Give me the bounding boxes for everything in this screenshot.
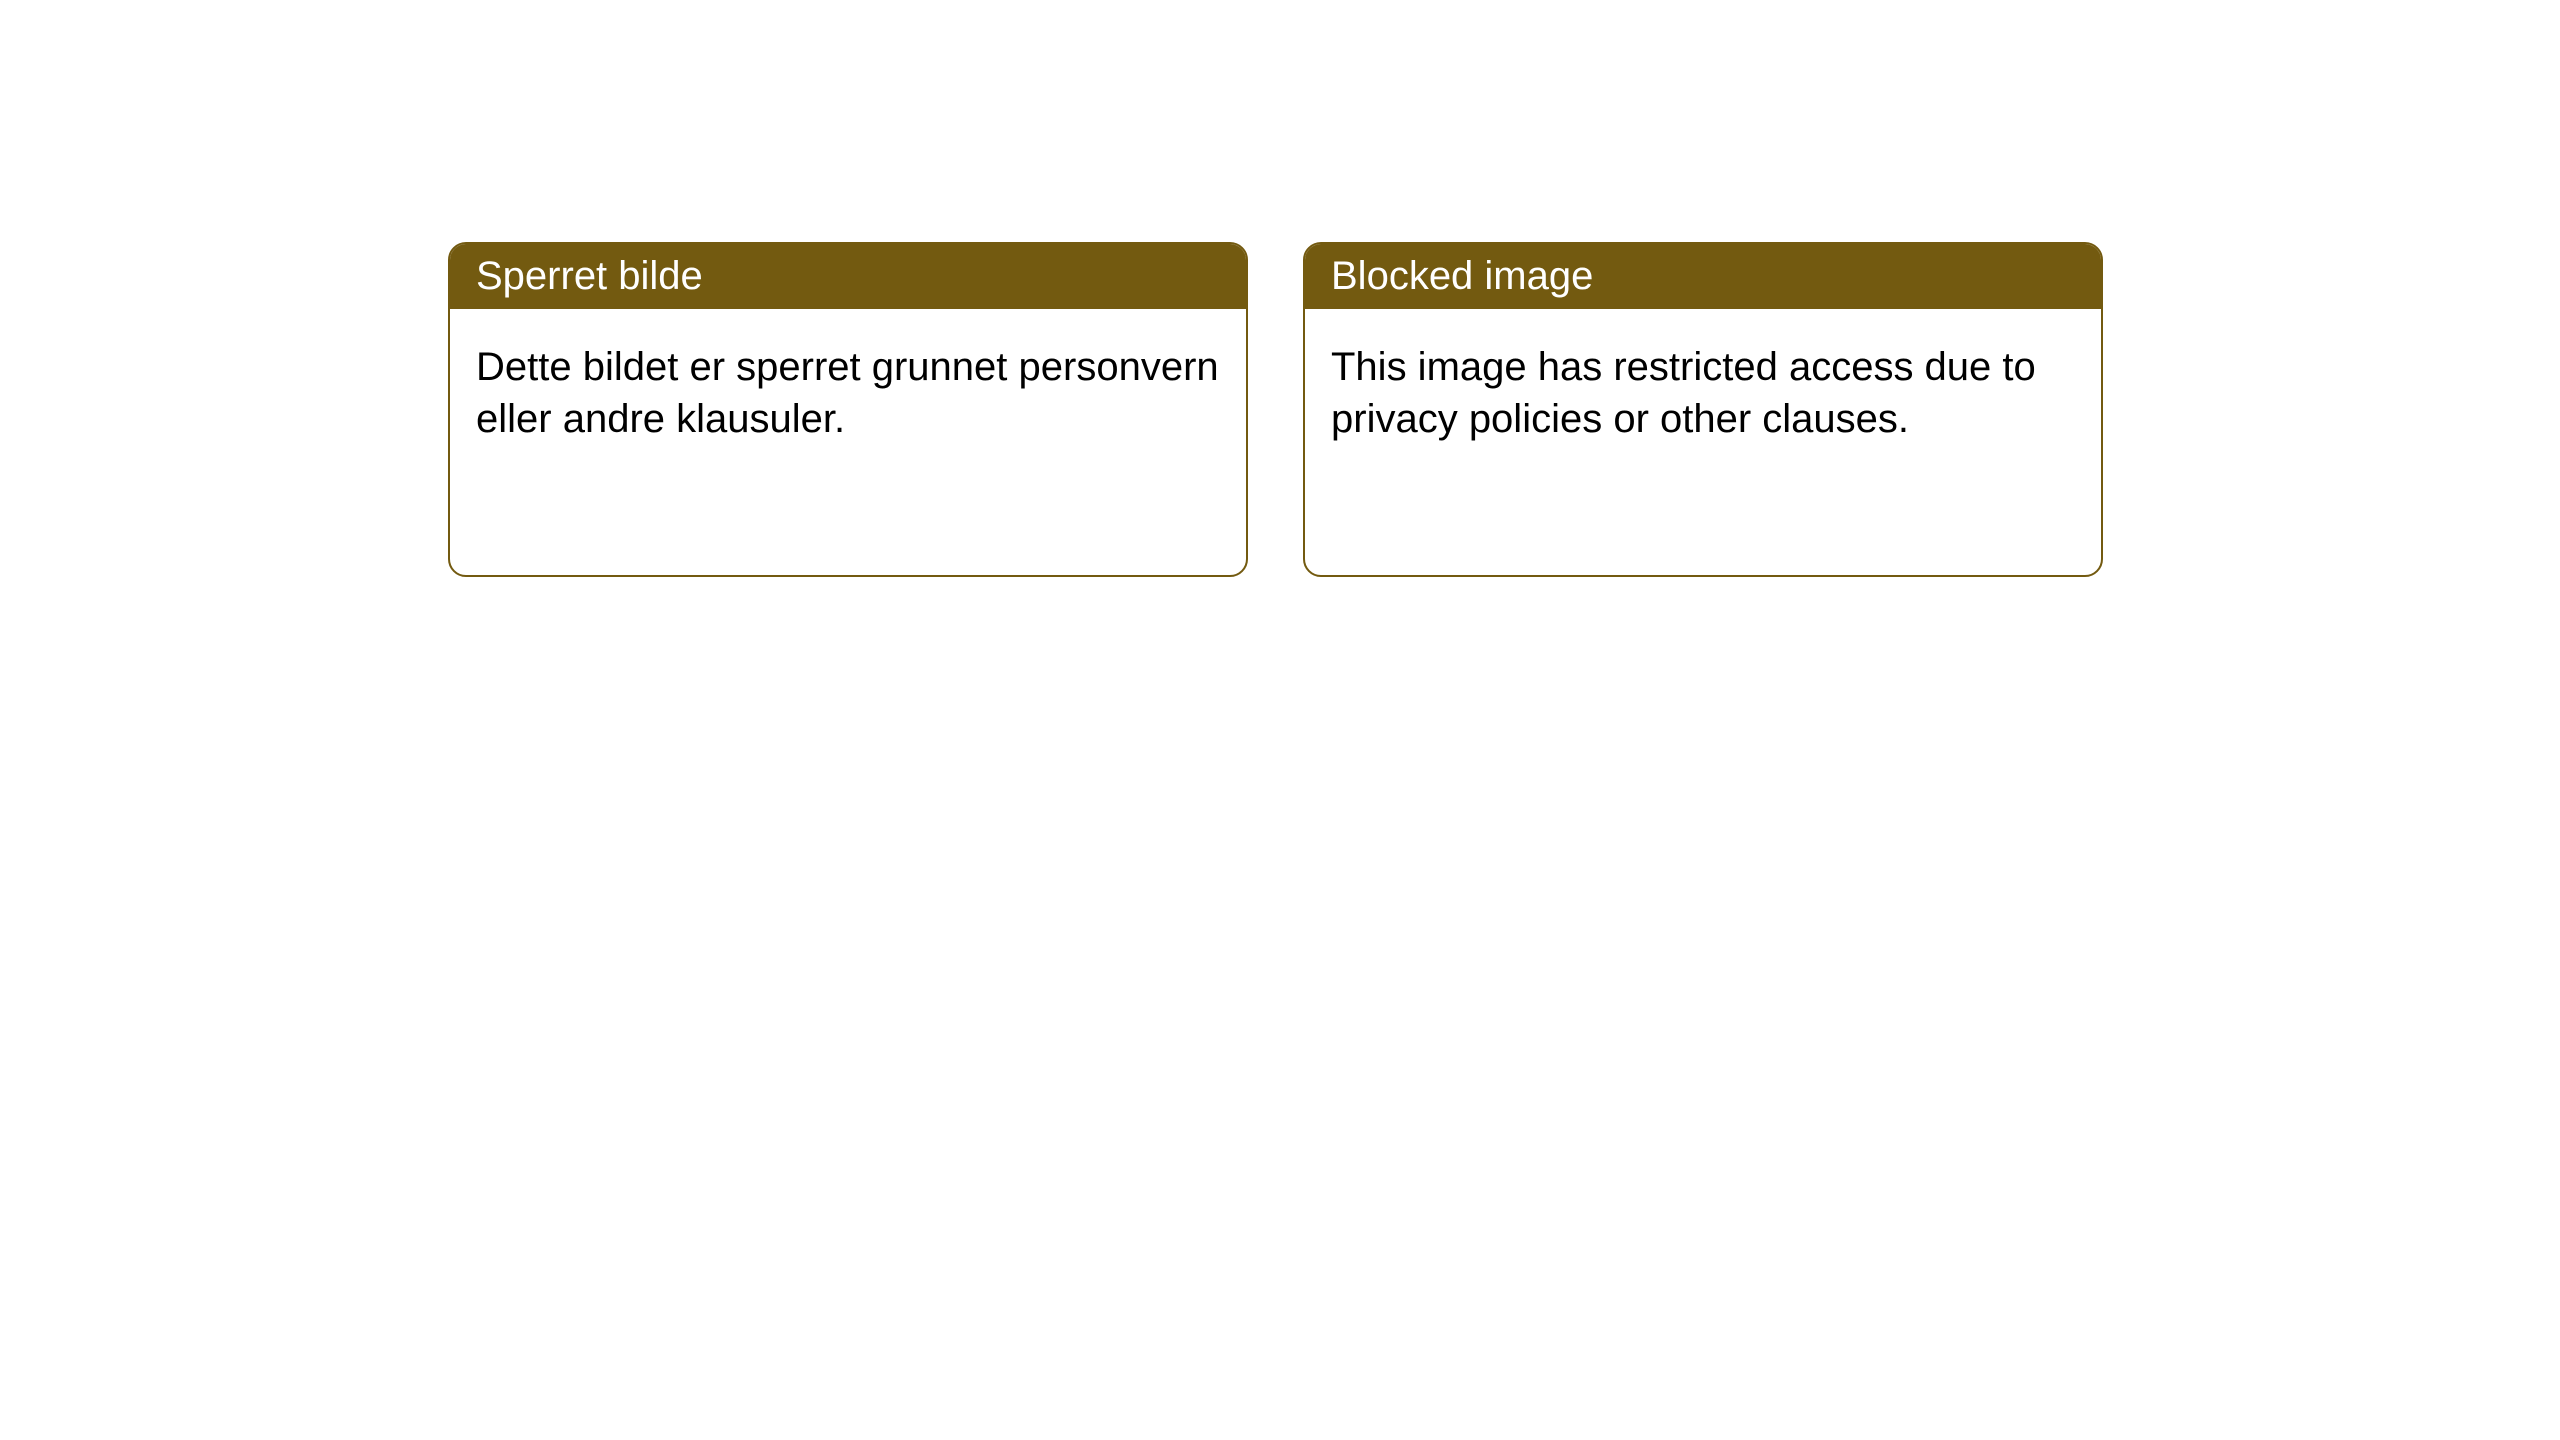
notice-body: This image has restricted access due to …: [1305, 309, 2101, 477]
notice-card-english: Blocked image This image has restricted …: [1303, 242, 2103, 577]
notice-body-text: This image has restricted access due to …: [1331, 345, 2036, 441]
notice-header: Sperret bilde: [450, 244, 1246, 309]
notice-container: Sperret bilde Dette bildet er sperret gr…: [0, 0, 2560, 577]
notice-body-text: Dette bildet er sperret grunnet personve…: [476, 345, 1219, 441]
notice-body: Dette bildet er sperret grunnet personve…: [450, 309, 1246, 477]
notice-card-norwegian: Sperret bilde Dette bildet er sperret gr…: [448, 242, 1248, 577]
notice-header: Blocked image: [1305, 244, 2101, 309]
notice-title: Blocked image: [1331, 254, 1593, 298]
notice-title: Sperret bilde: [476, 254, 703, 298]
